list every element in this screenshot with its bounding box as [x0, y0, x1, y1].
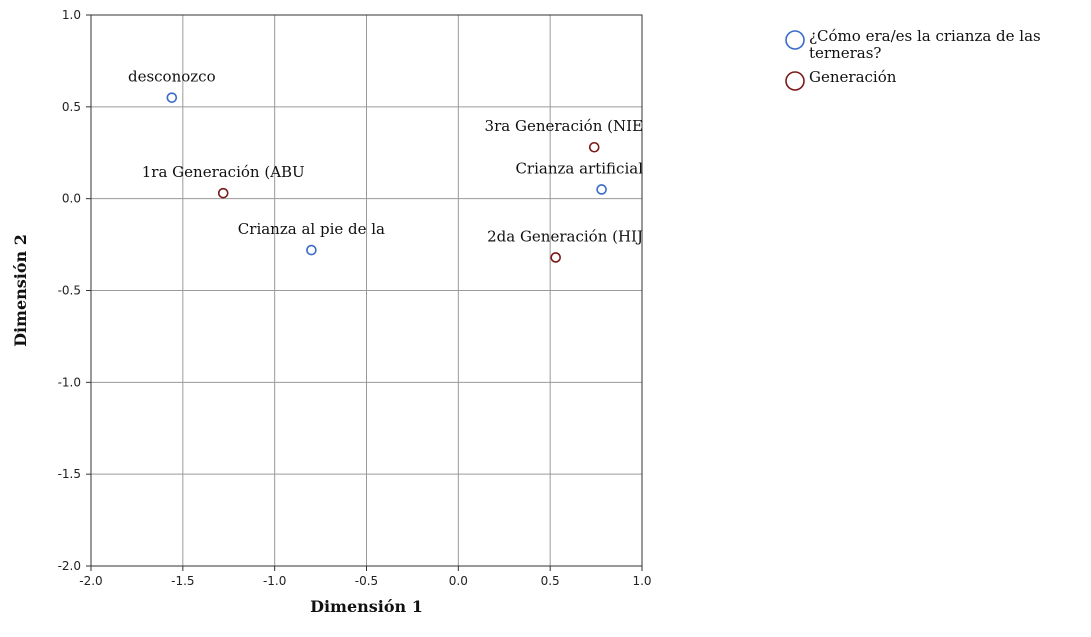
data-points: desconozco Crianza al pie de la Crianza ar… [128, 68, 643, 263]
data-point [217, 187, 229, 199]
point-label: 3ra Generación (NIE [485, 117, 643, 135]
x-tick-label: -2.0 [79, 574, 102, 588]
point-label: Crianza al pie de la [238, 220, 385, 238]
legend-marker [785, 71, 805, 91]
grid [90, 14, 643, 567]
data-point [596, 184, 607, 195]
x-tick-label: -0.5 [355, 574, 378, 588]
x-tick-label: -1.0 [263, 574, 286, 588]
y-tick-label: -1.0 [58, 375, 81, 389]
y-tick-label: 0.5 [62, 100, 81, 114]
x-axis-title: Dimensión 1 [310, 597, 423, 616]
y-axis-title: Dimensión 2 [11, 234, 30, 347]
x-tick-label: 0.5 [541, 574, 560, 588]
point-label: 2da Generación (HIJ [487, 227, 643, 245]
y-tick-label: 1.0 [62, 8, 81, 22]
legend-label: terneras? [809, 44, 881, 62]
x-tick-label: 0.0 [449, 574, 468, 588]
y-tick-label: -1.5 [58, 467, 81, 481]
data-point [306, 244, 317, 256]
y-tick-label: -2.0 [58, 559, 81, 573]
data-point [550, 252, 561, 263]
x-tick-label: 1.0 [632, 574, 651, 588]
legend-marker [785, 30, 805, 50]
legend-label: ¿Cómo era/es la crianza de las [809, 27, 1041, 45]
x-tick-label: -1.5 [171, 574, 194, 588]
y-tick-label: 0.0 [62, 192, 81, 206]
data-point [588, 141, 600, 153]
point-label: 1ra Generación (ABU [142, 163, 305, 181]
point-label: desconozco [128, 68, 216, 86]
y-tick-label: -0.5 [58, 284, 81, 298]
axis-ticks: -2.0 -1.5 -1.0 -0.5 0.0 0.5 1.0 -2.0 -1.5 -1.0 -0.… [58, 8, 652, 588]
legend-label: Generación [809, 68, 897, 86]
point-label: Crianza artificial [515, 159, 643, 177]
data-point [166, 92, 178, 103]
